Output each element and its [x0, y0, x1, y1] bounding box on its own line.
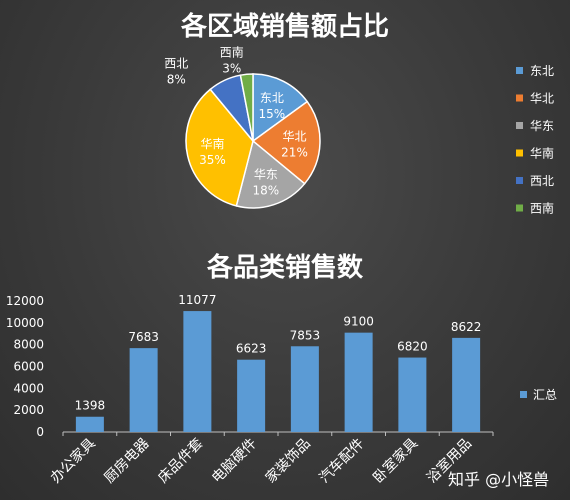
y-tick-label: 2000 [13, 403, 44, 417]
x-tick-label: 汽车配件 [316, 435, 368, 487]
pie-label-value: 8% [167, 72, 186, 86]
x-tick-label: 电脑硬件 [209, 436, 260, 487]
y-tick-label: 4000 [13, 381, 44, 395]
bar-chart-title: 各品类销售数 [206, 253, 363, 283]
y-tick-label: 8000 [13, 338, 44, 352]
pie-label-name: 华南 [200, 136, 224, 151]
bar-厨房电器 [129, 348, 158, 432]
legend-marker [516, 122, 523, 129]
x-tick-label: 床品件套 [155, 436, 206, 487]
y-tick-label: 12000 [6, 294, 44, 308]
bar-data-label: 1398 [75, 399, 106, 413]
bar-床品件套 [183, 311, 212, 432]
bar-data-label: 9100 [343, 315, 374, 329]
legend-label: 西南 [530, 201, 554, 216]
bar-data-label: 8622 [451, 320, 482, 334]
pie-label-value: 18% [253, 184, 280, 198]
legend-marker [516, 149, 523, 157]
pie-label-value: 3% [222, 61, 241, 75]
bar-data-label: 6820 [397, 340, 428, 354]
x-tick-label: 卧室家具 [370, 435, 422, 487]
bar-data-label: 11077 [178, 293, 216, 307]
legend-marker [520, 391, 527, 398]
pie-slice-华东 [235, 139, 306, 209]
bar-data-label: 6623 [236, 342, 267, 356]
bar-卧室家具 [398, 357, 427, 432]
pie-label-name: 华北 [283, 129, 307, 143]
bar-data-label: 7683 [128, 330, 159, 344]
legend-marker [516, 204, 523, 212]
legend-label: 华南 [530, 146, 554, 161]
bar-家装饰品 [290, 346, 319, 432]
legend-label: 华东 [530, 119, 554, 133]
pie-chart-title: 各区域销售额占比 [180, 12, 389, 42]
bar-办公家具 [75, 416, 104, 432]
legend-label: 汇总 [533, 388, 557, 402]
y-tick-label: 0 [36, 425, 44, 439]
pie-label-name: 东北 [260, 91, 284, 105]
x-tick-label: 厨房电器 [102, 436, 153, 487]
pie-label-value: 15% [259, 107, 286, 121]
legend-marker [516, 177, 523, 184]
watermark: 知乎 @小怪兽 [448, 470, 550, 489]
pie-label-name: 西南 [220, 44, 244, 59]
y-tick-label: 10000 [6, 316, 44, 330]
legend-marker [516, 67, 523, 74]
legend-marker [516, 94, 523, 102]
legend-label: 东北 [530, 64, 554, 78]
pie-label-name: 华东 [254, 168, 278, 182]
pie-slice-华北 [251, 100, 321, 185]
y-tick-label: 6000 [13, 360, 44, 374]
bar-浴室用品 [452, 337, 481, 432]
bar-电脑硬件 [237, 359, 266, 432]
x-tick-label: 办公家具 [47, 435, 99, 487]
x-tick-label: 家装饰品 [262, 435, 314, 487]
pie-label-value: 35% [199, 153, 226, 167]
pie-slice-东北 [252, 73, 309, 143]
pie-label-name: 西北 [164, 56, 188, 70]
legend-label: 华北 [530, 92, 554, 106]
pie-slice-西南 [239, 73, 254, 142]
pie-slice-华南 [185, 88, 254, 207]
bar-data-label: 7853 [290, 328, 321, 342]
legend-label: 西北 [530, 174, 554, 188]
bar-汽车配件 [344, 332, 373, 432]
pie-label-value: 21% [281, 145, 308, 159]
